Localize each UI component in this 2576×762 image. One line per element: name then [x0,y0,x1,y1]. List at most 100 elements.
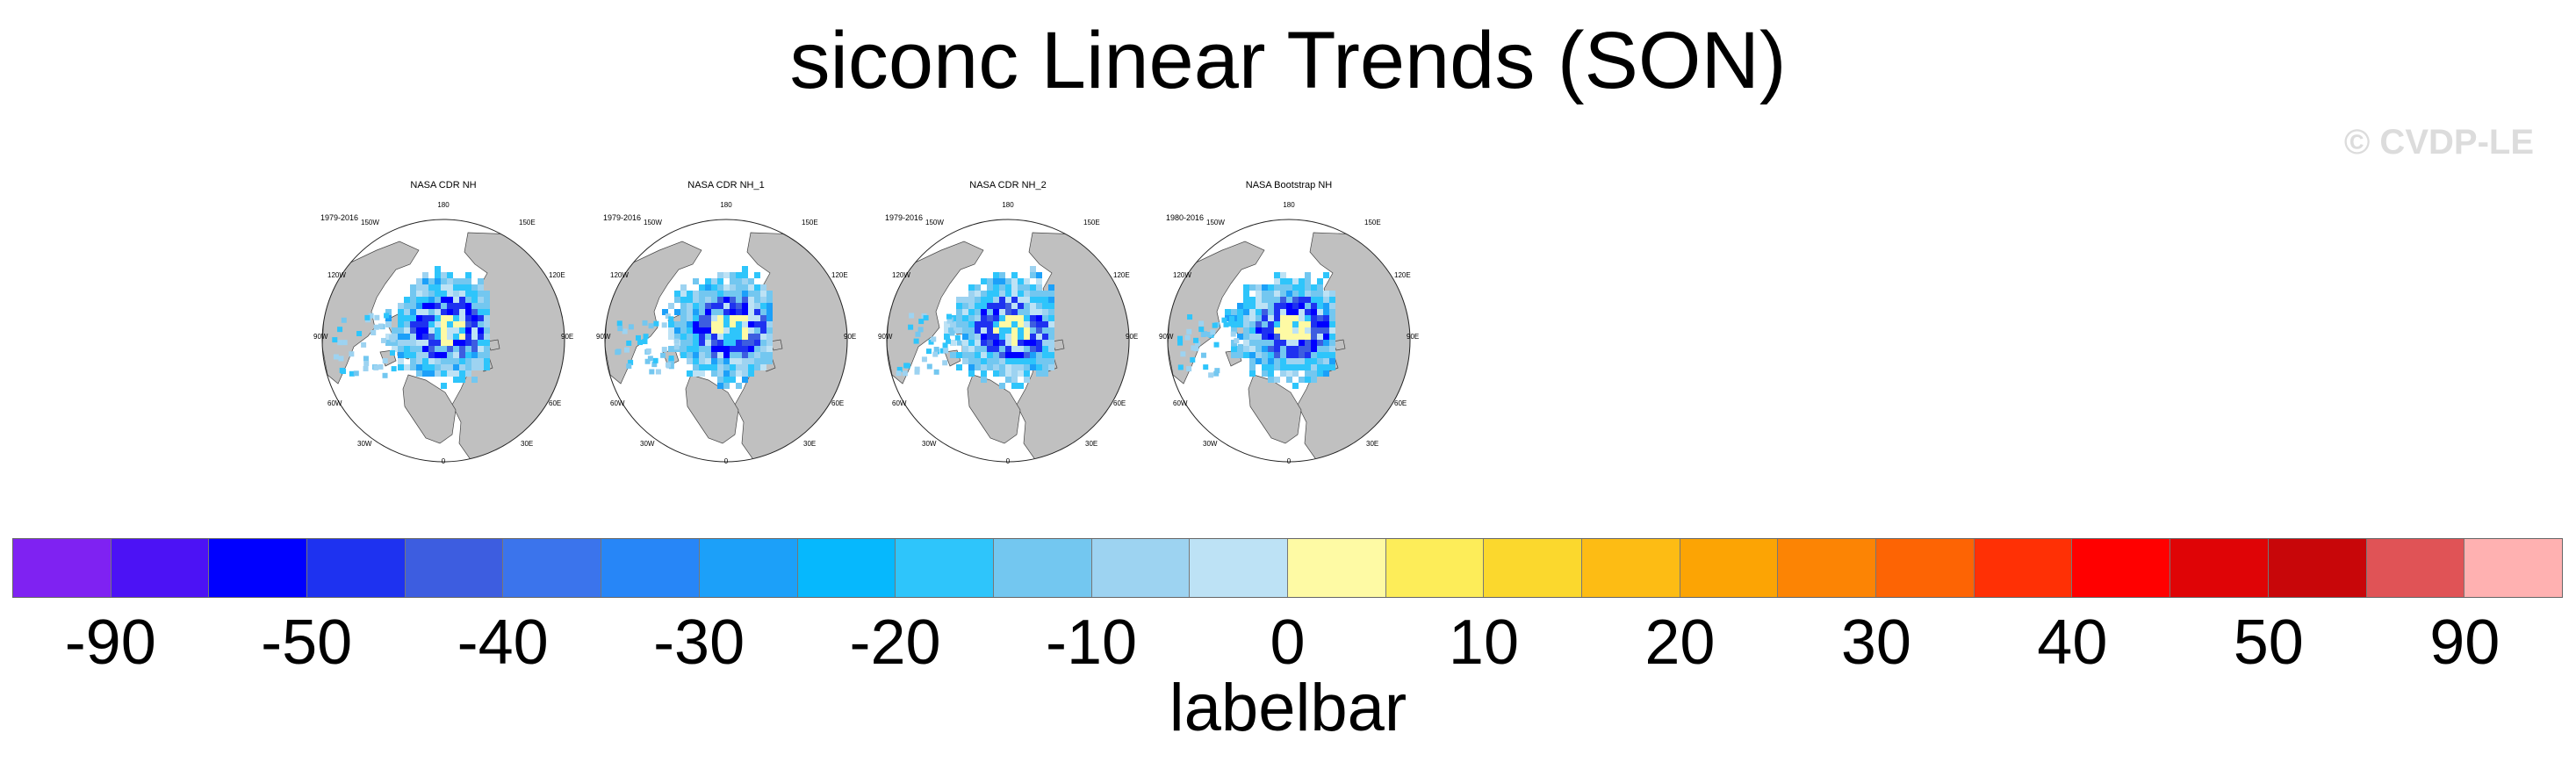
trend-cell [642,320,648,326]
trend-cell [441,315,447,321]
trend-cell [1249,303,1256,309]
trend-cell [471,297,478,303]
trend-cell [392,327,398,334]
trend-cell [1329,291,1335,297]
trend-cell [687,321,693,327]
trend-cell [1323,315,1329,321]
trend-cell [1048,321,1054,327]
trend-cell [465,321,471,327]
trend-cell [742,370,748,377]
longitude-label: 180 [437,201,450,209]
trend-cell [459,315,465,321]
trend-cell [484,321,490,327]
trend-cell [1299,358,1305,364]
trend-cell [668,327,674,334]
trend-cell [1329,303,1335,309]
trend-cell [674,321,680,327]
trend-cell [1011,340,1018,346]
trend-cell [1030,334,1036,340]
trend-cell [1262,303,1268,309]
trend-cell [968,297,975,303]
trend-cell [471,352,478,358]
trend-cell [626,363,632,370]
trend-cell [459,346,465,352]
trend-cell [1262,327,1268,334]
trend-cell [766,321,773,327]
trend-cell [668,316,674,322]
longitude-label: 60E [1394,399,1407,407]
trend-cell [1286,291,1292,297]
trend-cell [471,303,478,309]
trend-cell [441,352,447,358]
trend-cell [766,352,773,358]
trend-cell [1187,314,1193,320]
trend-cell [687,370,693,377]
trend-cell [435,358,441,364]
trend-cell [975,315,981,321]
trend-cell [705,340,711,346]
trend-cell [1249,364,1256,370]
credit-watermark: © CVDP-LE [2343,123,2534,162]
labelbar-tick-label: -50 [261,607,353,678]
trend-cell [711,297,717,303]
trend-cell [736,364,742,370]
longitude-label: 150E [802,219,818,226]
trend-cell [478,334,484,340]
trend-cell [1018,297,1024,303]
trend-cell [422,291,428,297]
trend-cell [1237,315,1243,321]
trend-cell [1329,309,1335,315]
trend-cell [908,324,914,330]
trend-cell [435,346,441,352]
trend-cell [1024,334,1030,340]
trend-cell [398,352,404,358]
trend-cell [717,309,723,315]
trend-cell [1036,272,1042,278]
trend-cell [968,309,975,315]
trend-cell [471,291,478,297]
trend-cell [987,340,993,346]
trend-cell [736,334,742,340]
trend-cell [674,334,680,340]
trend-cell [1011,383,1018,389]
trend-cell [705,352,711,358]
trend-cell [374,314,380,320]
trend-cell [447,284,453,291]
trend-cell [1018,370,1024,377]
trend-cell [956,309,962,315]
trend-cell [661,347,667,353]
trend-cell [1256,358,1262,364]
trend-cell [1005,334,1011,340]
trend-cell [653,320,659,327]
trend-cell [723,370,730,377]
trend-cell [1256,340,1262,346]
trend-cell [1305,278,1311,284]
trend-cell [478,346,484,352]
longitude-label: 0 [441,457,446,465]
trend-cell [668,334,674,340]
trend-cell [447,291,453,297]
trend-cell [428,364,435,370]
trend-cell [1292,346,1299,352]
trend-cell [1024,321,1030,327]
trend-cell [999,358,1005,364]
trend-cell [1030,284,1036,291]
longitude-label: 120E [1394,271,1411,279]
trend-cell [705,327,711,334]
trend-cell [742,315,748,321]
trend-cell [1048,358,1054,364]
longitude-label: 60W [327,399,342,407]
trend-cell [1292,303,1299,309]
trend-cell [1005,370,1011,377]
labelbar-box [2464,539,2562,597]
trend-cell [748,340,754,346]
trend-cell [349,351,355,357]
trend-cell [699,284,705,291]
trend-cell [1018,334,1024,340]
trend-cell [478,297,484,303]
trend-cell [760,291,766,297]
trend-cell [1292,340,1299,346]
labelbar-tick-label: 0 [1270,607,1306,678]
trend-cell [447,346,453,352]
trend-cell [999,370,1005,377]
